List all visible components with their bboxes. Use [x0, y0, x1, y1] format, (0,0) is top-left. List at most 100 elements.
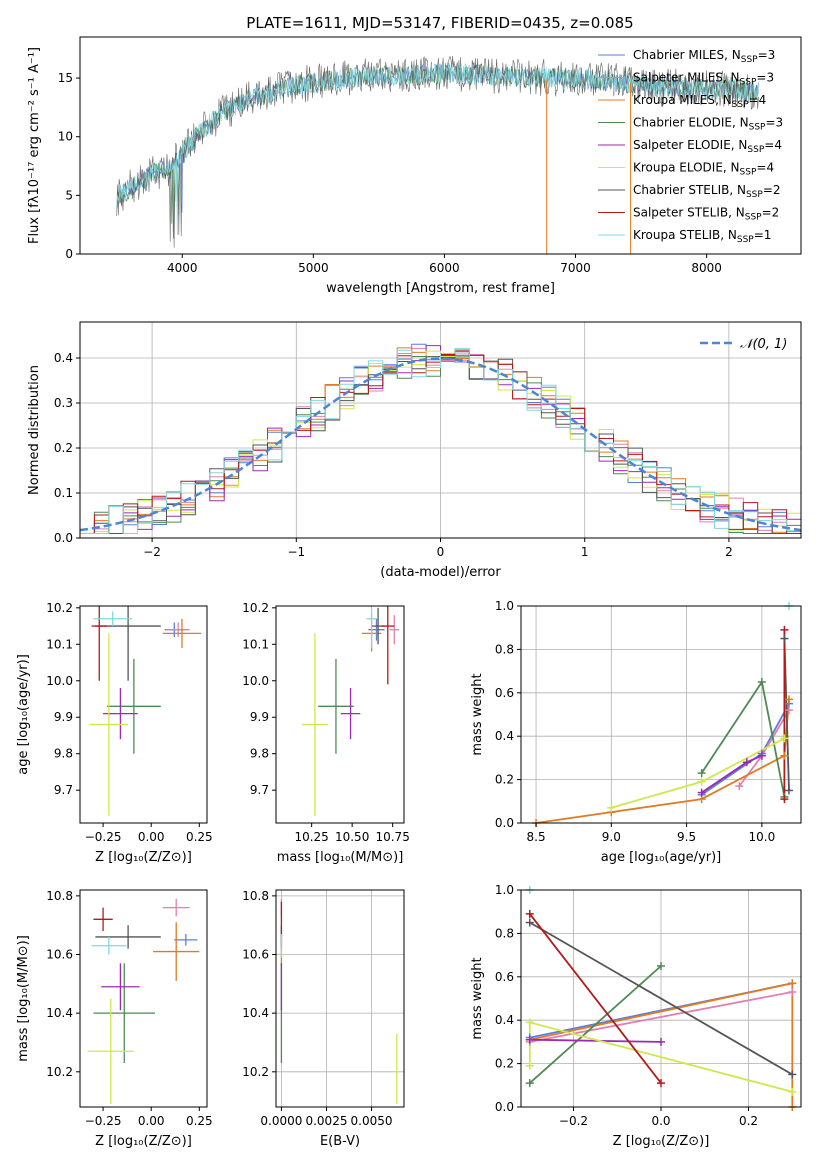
legend-entry-sep: , N — [720, 228, 737, 242]
y-axis-label: mass weight — [470, 957, 485, 1039]
x-tick-label: −2 — [143, 545, 161, 559]
axes-frame — [79, 36, 802, 255]
x-axis-label: E(B-V) — [320, 1134, 360, 1149]
x-tick-label: −1 — [287, 545, 305, 559]
x-tick-label: 6000 — [429, 261, 460, 275]
figure-title: PLATE=1611, MJD=53147, FIBERID=0435, z=0… — [246, 14, 633, 32]
axes-frame — [275, 889, 405, 1108]
y-tick-label: 0.6 — [495, 686, 514, 700]
axes-frame — [79, 889, 208, 1108]
y-tick-label: 10.4 — [46, 1006, 73, 1020]
x-tick-label: 10.25 — [294, 830, 328, 844]
legend-entry: Kroupa MILES, NSSP=4 — [633, 93, 766, 110]
y-tick-label: 0.8 — [495, 926, 514, 940]
legend-entry: 𝒩(0, 1) — [740, 337, 787, 352]
x-tick-label: 0.25 — [186, 830, 213, 844]
x-axis-label: Z [log₁₀(Z/Z⊙)] — [95, 1134, 192, 1149]
x-axis-label: wavelength [Angstrom, rest frame] — [326, 281, 555, 296]
y-axis-label: age [log₁₀(age/yr)] — [16, 654, 31, 775]
y-tick-label: 0.2 — [495, 773, 514, 787]
legend-entry-name: Salpeter MILES — [633, 71, 723, 85]
y-tick-label: 10.1 — [46, 637, 73, 651]
y-tick-label: 0.0 — [54, 531, 73, 545]
y-axis-label: mass weight — [470, 673, 485, 755]
legend-entry: Kroupa ELODIE, NSSP=4 — [633, 161, 774, 178]
y-tick-label: 9.9 — [250, 710, 269, 724]
legend-entry-nssp: 3 — [766, 71, 774, 85]
y-tick-label: 0.0 — [495, 816, 514, 830]
legend-entry-sub: SSP — [746, 190, 763, 200]
x-tick-label: 9.5 — [677, 830, 696, 844]
legend-entry-sep: , N — [732, 116, 749, 130]
y-tick-label: 10.6 — [242, 948, 269, 962]
y-tick-label: 0.8 — [495, 642, 514, 656]
x-axis-label: age [log₁₀(age/yr)] — [601, 850, 722, 865]
legend-entry-sep: , N — [729, 183, 746, 197]
axes-frame — [79, 605, 208, 824]
x-tick-label: 2 — [725, 545, 733, 559]
legend-entry-name: Chabrier STELIB — [633, 183, 729, 197]
legend-entry-nssp: 3 — [776, 116, 784, 130]
x-tick-label: 7000 — [560, 261, 591, 275]
weight-line-salpeter-elodie — [529, 1038, 662, 1043]
y-tick-label: 5 — [65, 188, 73, 202]
legend-entry-eq: = — [762, 206, 772, 220]
legend-entry-sep: , N — [723, 161, 740, 175]
chart-residuals: 𝒩(0, 1) −2 −1 0 1 2 0.0 0.1 0.2 0.3 0.4 (data-model… — [27, 321, 802, 580]
legend-entry-sep: , N — [731, 138, 748, 152]
chart-age-vs-Z: −0.25 0.00 0.25 9.7 9.8 9.9 10.0 10.1 10.2 Z [log… — [16, 601, 213, 865]
x-tick-label: −0.2 — [559, 1114, 588, 1128]
spectrum-line-chabrier-stelib — [116, 55, 759, 248]
y-tick-label: 1.0 — [495, 883, 514, 897]
normal-curve — [80, 357, 801, 532]
legend-entry-sub: SSP — [747, 145, 764, 155]
x-tick-label: 0.00 — [138, 1114, 165, 1128]
y-axis-label: Normed distribution — [27, 365, 42, 495]
legend-entry-eq: = — [765, 116, 775, 130]
legend-entry: Chabrier MILES, NSSP=3 — [633, 48, 775, 65]
y-tick-label: 10.2 — [242, 1065, 269, 1079]
y-tick-label: 9.7 — [250, 783, 269, 797]
x-tick-label: 8000 — [691, 261, 722, 275]
legend-entry: Kroupa STELIB, NSSP=1 — [633, 228, 771, 245]
chart-age-vs-mass: 10.25 10.50 10.75 9.7 9.8 9.9 10.0 10.1 10.2 mass… — [242, 601, 410, 865]
y-tick-label: 0 — [65, 247, 73, 261]
y-axis-label: mass [log₁₀(M/M⊙)] — [16, 935, 31, 1062]
legend-entry-name: Chabrier ELODIE — [633, 116, 732, 130]
plot-area — [116, 55, 759, 254]
x-axis-label: Z [log₁₀(Z/Z⊙)] — [613, 1134, 710, 1149]
x-tick-label: 0.25 — [186, 1114, 213, 1128]
x-tick-label: 10.75 — [375, 830, 409, 844]
chart-weight-vs-age: 8.5 9.0 9.5 10.0 0.0 0.2 0.4 0.6 0.8 1.0 age [log₁… — [470, 599, 802, 865]
y-tick-label: 15 — [58, 71, 73, 85]
legend-entry-sep: , N — [724, 48, 741, 62]
legend-entry-name: Kroupa STELIB — [633, 228, 720, 242]
legend-entry-name: Salpeter STELIB — [633, 206, 728, 220]
legend-entry-eq: = — [764, 138, 774, 152]
x-axis-label: (data-model)/error — [380, 565, 501, 580]
y-tick-label: 9.8 — [250, 747, 269, 761]
legend-entry-nssp: 4 — [774, 138, 782, 152]
y-tick-label: 0.2 — [495, 1057, 514, 1071]
legend-entry-name: Chabrier MILES — [633, 48, 724, 62]
x-tick-label: 8.5 — [527, 830, 546, 844]
legend-entry-name: Salpeter ELODIE — [633, 138, 731, 152]
y-tick-label: 10 — [58, 130, 73, 144]
weight-line-salpeter-stelib — [529, 913, 662, 1084]
legend-entry-name: Kroupa MILES — [633, 93, 715, 107]
plot-area — [89, 606, 202, 816]
legend-entry-sub: SSP — [740, 78, 757, 88]
y-tick-label: 10.8 — [46, 889, 73, 903]
legend-entry: Chabrier ELODIE, NSSP=3 — [633, 116, 783, 133]
weight-line-chabrier-stelib — [529, 921, 793, 1076]
x-tick-label: 0.0 — [651, 1114, 670, 1128]
x-tick-label: 5000 — [298, 261, 329, 275]
legend-entry-eq: = — [758, 48, 768, 62]
legend-entry-sub: SSP — [745, 213, 762, 223]
y-tick-label: 10.1 — [242, 637, 269, 651]
chart-weight-vs-Z: −0.2 0.0 0.2 0.0 0.2 0.4 0.6 0.8 1.0 Z [log₁₀(Z/Z… — [470, 883, 802, 1149]
y-tick-label: 9.9 — [54, 710, 73, 724]
y-tick-label: 0.3 — [54, 396, 73, 410]
spectrum-line-kroupa-stelib — [116, 62, 759, 236]
